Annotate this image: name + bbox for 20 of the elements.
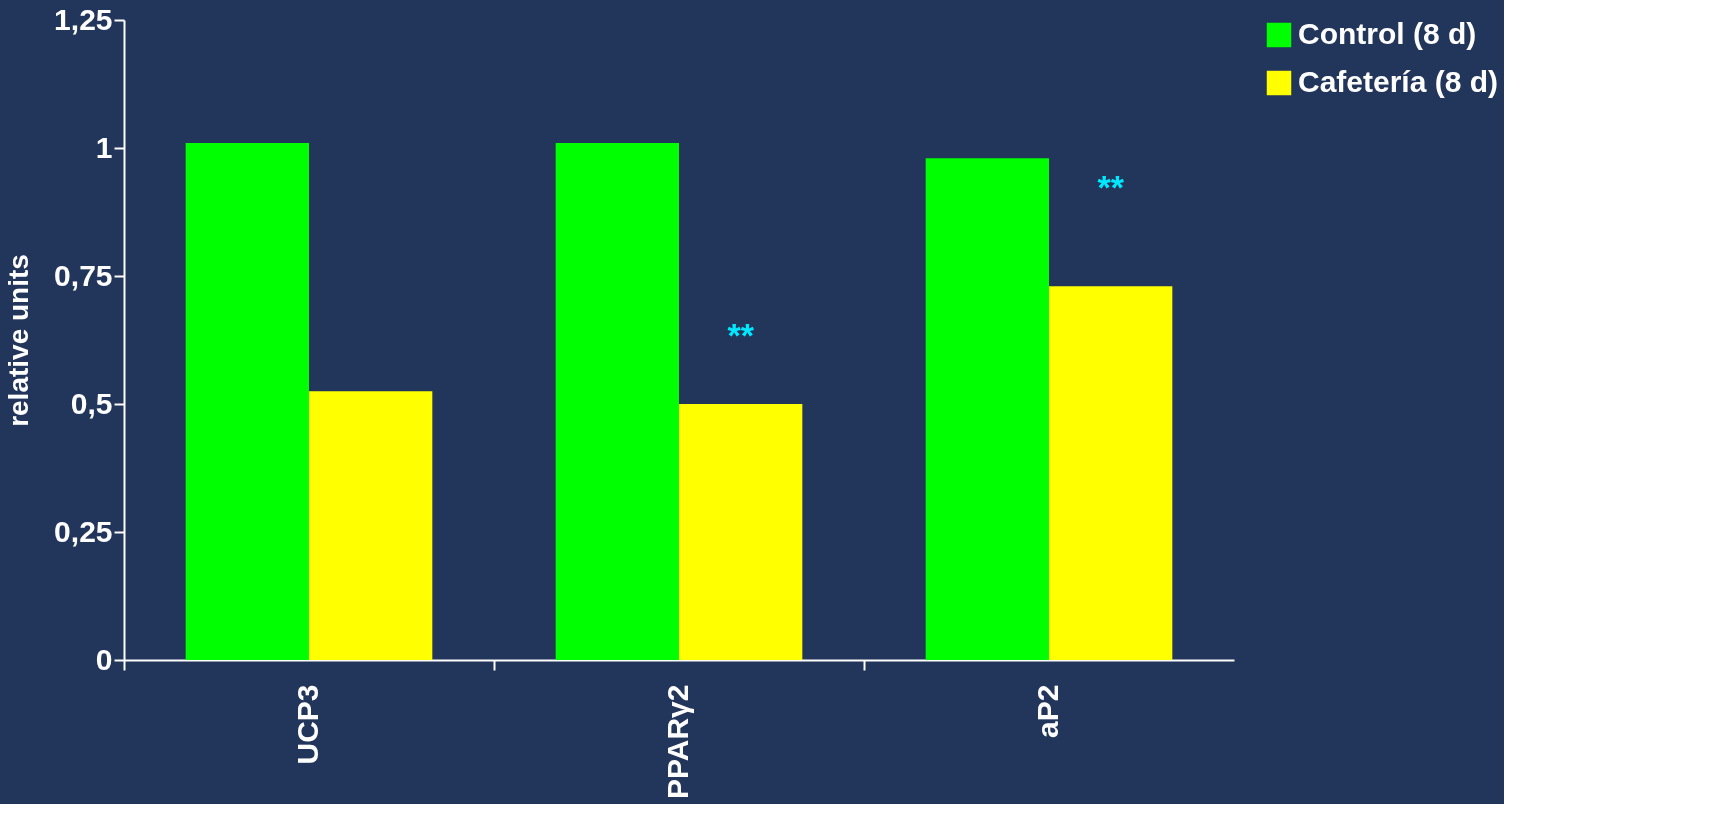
legend-label: Cafetería (8 d) [1298,65,1499,98]
x-tick-label: PPARγ2 [661,684,694,799]
annotation: ** [1097,167,1125,206]
bar [185,142,309,660]
bar [555,142,679,660]
y-tick-label: 0,75 [54,258,113,292]
annotation: ** [727,316,755,355]
bar [925,158,1049,660]
y-tick-label: 1 [95,130,113,164]
y-axis-title: relative units [3,254,35,427]
bar [309,391,433,660]
legend-label: Control (8 d) [1298,17,1477,50]
y-tick-label: 0 [95,642,113,676]
bar [1049,286,1173,660]
x-tick-label: UCP3 [291,684,324,765]
bar [679,404,803,660]
x-tick-label: aP2 [1031,684,1064,738]
y-tick-label: 0,5 [70,386,113,420]
y-tick-label: 0,25 [54,514,113,548]
y-tick-label: 1,25 [54,2,113,36]
